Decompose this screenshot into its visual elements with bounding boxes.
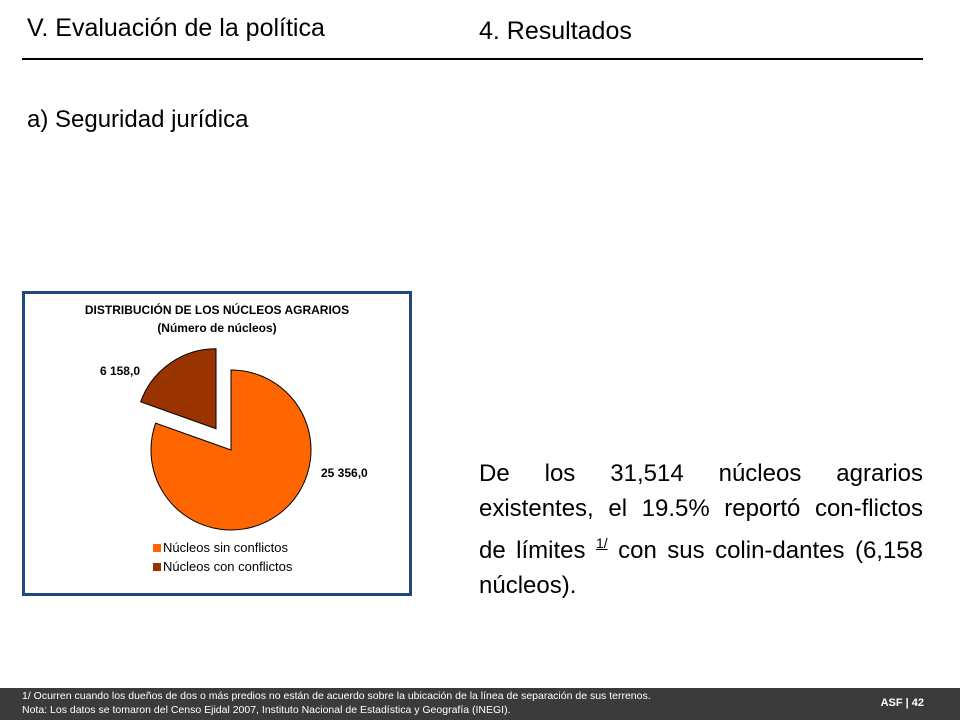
paragraph-text-end: con sus colin-dantes (6,158 núcleos). [479, 537, 923, 599]
legend-label: Núcleos con conflictos [163, 559, 293, 574]
data-source-note: Nota: Los datos se tomaron del Censo Eji… [22, 704, 511, 716]
page-number: ASF | 42 [880, 697, 924, 709]
pie-data-label: 6 158,0 [100, 364, 140, 378]
pie-data-label: 25 356,0 [321, 466, 368, 480]
paragraph-text-start: De los 31,514 núcleos agrarios existente… [479, 460, 923, 564]
chart-title: DISTRIBUCIÓN DE LOS NÚCLEOS AGRARIOS [84, 303, 350, 317]
legend-label: Núcleos sin conflictos [163, 540, 288, 555]
findings-paragraph: De los 31,514 núcleos agrarios existente… [479, 456, 923, 603]
legend-swatch [153, 563, 161, 571]
chart-subtitle: (Número de núcleos) [157, 321, 277, 335]
page-subtitle: a) Seguridad jurídica [27, 106, 249, 133]
section-title: V. Evaluación de la política [27, 14, 325, 42]
footnote-1: 1/ Ocurren cuando los dueños de dos o má… [22, 690, 651, 702]
legend-swatch [153, 544, 161, 552]
header-divider [22, 58, 923, 60]
pie-chart-panel: DISTRIBUCIÓN DE LOS NÚCLEOS AGRARIOS (Nú… [22, 291, 412, 596]
pie-chart: 25 356,0 6 158,0 Núcleos sin conflictos Núc… [100, 348, 368, 574]
footnote-reference: 1/ [595, 535, 608, 551]
pie-slice-con-conflictos [140, 348, 217, 430]
footer-bar [0, 688, 960, 720]
pie-slice-sin-conflictos [150, 369, 312, 531]
subsection-title: 4. Resultados [479, 17, 632, 45]
footer-notes: 1/ Ocurren cuando los dueños de dos o má… [22, 689, 651, 717]
